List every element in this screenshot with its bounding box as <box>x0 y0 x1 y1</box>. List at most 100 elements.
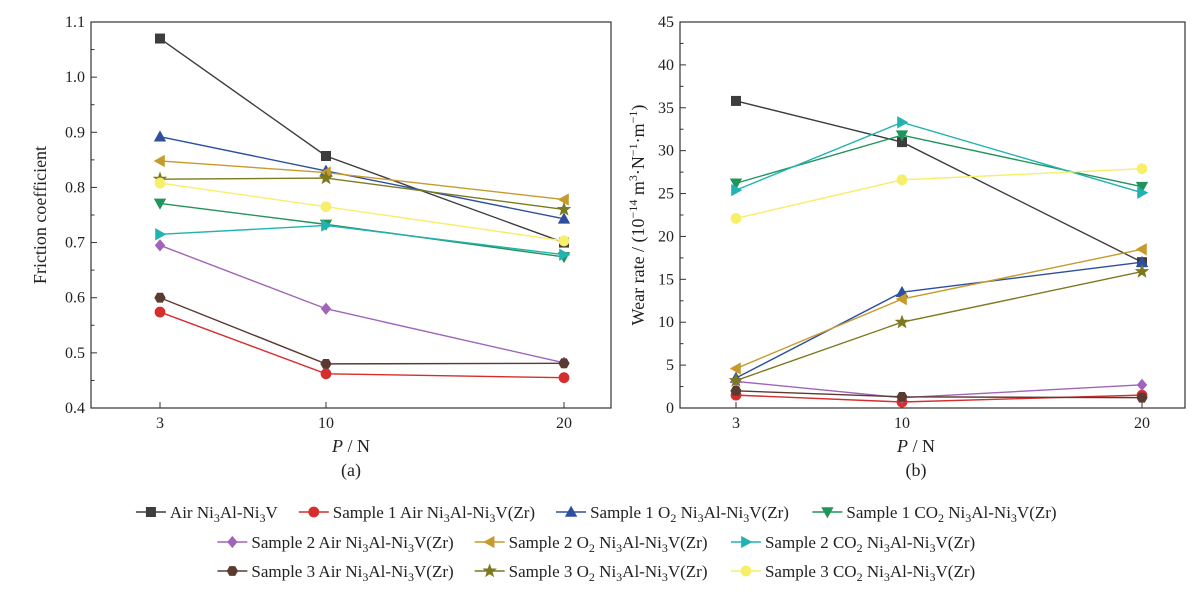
wear-x-tick-label: 20 <box>1134 415 1150 432</box>
wear-series-5 <box>729 243 1147 375</box>
legend-label-part: 3 <box>884 541 890 555</box>
legend-label-part: V(Zr) <box>749 503 789 522</box>
wear-data-point <box>730 385 742 396</box>
wear-data-point <box>896 174 908 186</box>
wear-data-point <box>731 183 743 197</box>
friction-series-line <box>159 182 565 242</box>
friction-series-line <box>159 224 565 256</box>
legend-label-part: 3 <box>743 511 749 525</box>
friction-y-tick-label: 0.6 <box>65 290 85 307</box>
wear-y-axis-label-part: ) <box>628 105 649 111</box>
friction-plot-frame <box>90 21 612 409</box>
wear-series-line <box>735 248 1143 370</box>
friction-x-tick-label: 3 <box>156 415 164 432</box>
wear-data-point <box>729 178 743 190</box>
friction-series-0 <box>154 33 570 248</box>
legend-label: Air Ni3Al-Ni3V <box>170 503 279 525</box>
wear-x-axis-var: P <box>896 436 908 456</box>
wear-data-point <box>895 292 907 306</box>
friction-data-point <box>154 292 166 303</box>
legend-item: Sample 2 O2 Ni3Al-Ni3V(Zr) <box>474 533 708 555</box>
legend-swatch-marker <box>821 507 834 519</box>
legend-label-part: 3 <box>930 541 936 555</box>
legend-label-part: Al-Ni <box>622 562 662 581</box>
legend-label-part: 2 <box>670 511 676 525</box>
legend-item: Sample 2 CO2 Ni3Al-Ni3V(Zr) <box>730 533 975 555</box>
legend-label-part: Air Ni <box>170 503 214 522</box>
legend-label-part: 3 <box>662 570 668 584</box>
wear-series-3 <box>729 130 1149 194</box>
wear-data-point <box>1135 243 1147 256</box>
legend-label-part: 3 <box>698 511 704 525</box>
legend-label-part: V(Zr) <box>414 533 454 552</box>
wear-plot-frame <box>679 21 1186 409</box>
friction-data-point <box>558 372 570 384</box>
legend-label-part: Al-Ni <box>704 503 744 522</box>
legend-item: Air Ni3Al-Ni3V <box>135 503 279 525</box>
legend-label-part: Ni <box>595 533 617 552</box>
wear-data-point <box>731 95 742 106</box>
legend-label-part: Al-Ni <box>890 562 930 581</box>
wear-panel-label: (b) <box>906 460 927 481</box>
wear-y-axis-label-part: ·N <box>628 156 648 175</box>
legend-label: Sample 3 Air Ni3Al-Ni3V(Zr) <box>251 562 453 584</box>
legend-label-part: Al-Ni <box>368 562 408 581</box>
friction-data-point <box>154 239 166 252</box>
wear-y-tick-label: 40 <box>658 57 674 74</box>
friction-y-tick-label: 0.8 <box>65 179 85 196</box>
legend-label-part: 3 <box>884 570 890 584</box>
friction-data-point <box>153 130 167 142</box>
legend-label: Sample 3 O2 Ni3Al-Ni3V(Zr) <box>509 562 708 584</box>
legend-swatch-marker <box>482 563 497 578</box>
legend-label-part: Ni <box>863 533 885 552</box>
friction-series-9 <box>154 177 570 247</box>
legend-item: Sample 3 Air Ni3Al-Ni3V(Zr) <box>217 562 454 584</box>
friction-series-line <box>159 177 565 211</box>
wear-y-axis-label: Wear rate / (10−14 m3·N−1·m−1) <box>626 105 649 326</box>
friction-data-point <box>320 302 332 315</box>
wear-series-4 <box>730 375 1148 404</box>
wear-rate-chart: 0 5 10 15 20 25 30 35 40 45 3 10 20 P / N (b) Wear rate… <box>626 14 1186 481</box>
wear-data-point <box>897 116 909 129</box>
wear-series-line <box>735 121 1143 194</box>
wear-x-axis-unit: / N <box>908 436 935 456</box>
wear-series-line <box>735 261 1143 379</box>
legend-label-part: Ni <box>595 562 617 581</box>
legend-label-part: Sample 3 Air Ni <box>251 562 362 581</box>
legend-label-part: 3 <box>408 570 414 584</box>
legend-label-part: Sample 2 CO <box>765 533 857 552</box>
friction-y-tick-label: 0.9 <box>65 124 85 141</box>
friction-data-point <box>558 358 570 369</box>
friction-y-tick-label: 1.0 <box>65 69 85 86</box>
friction-data-point <box>154 33 165 44</box>
friction-y-tick-label: 0.5 <box>65 345 85 362</box>
friction-series-line <box>159 297 565 365</box>
friction-data-point <box>556 201 572 216</box>
wear-y-tick-label: 15 <box>658 271 674 288</box>
legend-label-part: 2 <box>857 541 863 555</box>
wear-series-line <box>735 380 1143 399</box>
friction-data-point <box>557 193 569 206</box>
friction-series-6 <box>155 219 571 261</box>
legend-label-part: V(Zr) <box>1017 503 1057 522</box>
legend-label-part: Sample 3 O <box>509 562 589 581</box>
wear-series-7 <box>730 385 1148 403</box>
friction-data-point <box>321 219 333 232</box>
wear-y-axis-label-group: Wear rate / (10−14 m3·N−1·m−1) <box>626 105 649 326</box>
legend-label-part: V(Zr) <box>668 562 708 581</box>
friction-series-5 <box>153 154 569 206</box>
legend-swatch-marker <box>226 566 239 576</box>
friction-x-axis-var: P <box>331 436 343 456</box>
friction-panel-label: (a) <box>341 460 361 481</box>
legend-label-part: Al-Ni <box>622 533 662 552</box>
wear-data-point <box>1136 392 1148 403</box>
wear-y-axis-label-part: ·m <box>628 123 648 143</box>
legend-label-part: Sample 2 Air Ni <box>251 533 362 552</box>
friction-y-tick-label: 1.1 <box>65 14 85 31</box>
wear-data-point <box>896 391 908 402</box>
legend-swatch-marker <box>564 505 578 517</box>
friction-x-axis-label: P / N <box>331 436 370 456</box>
wear-series-9 <box>730 163 1148 224</box>
legend-label-part: 3 <box>616 541 622 555</box>
